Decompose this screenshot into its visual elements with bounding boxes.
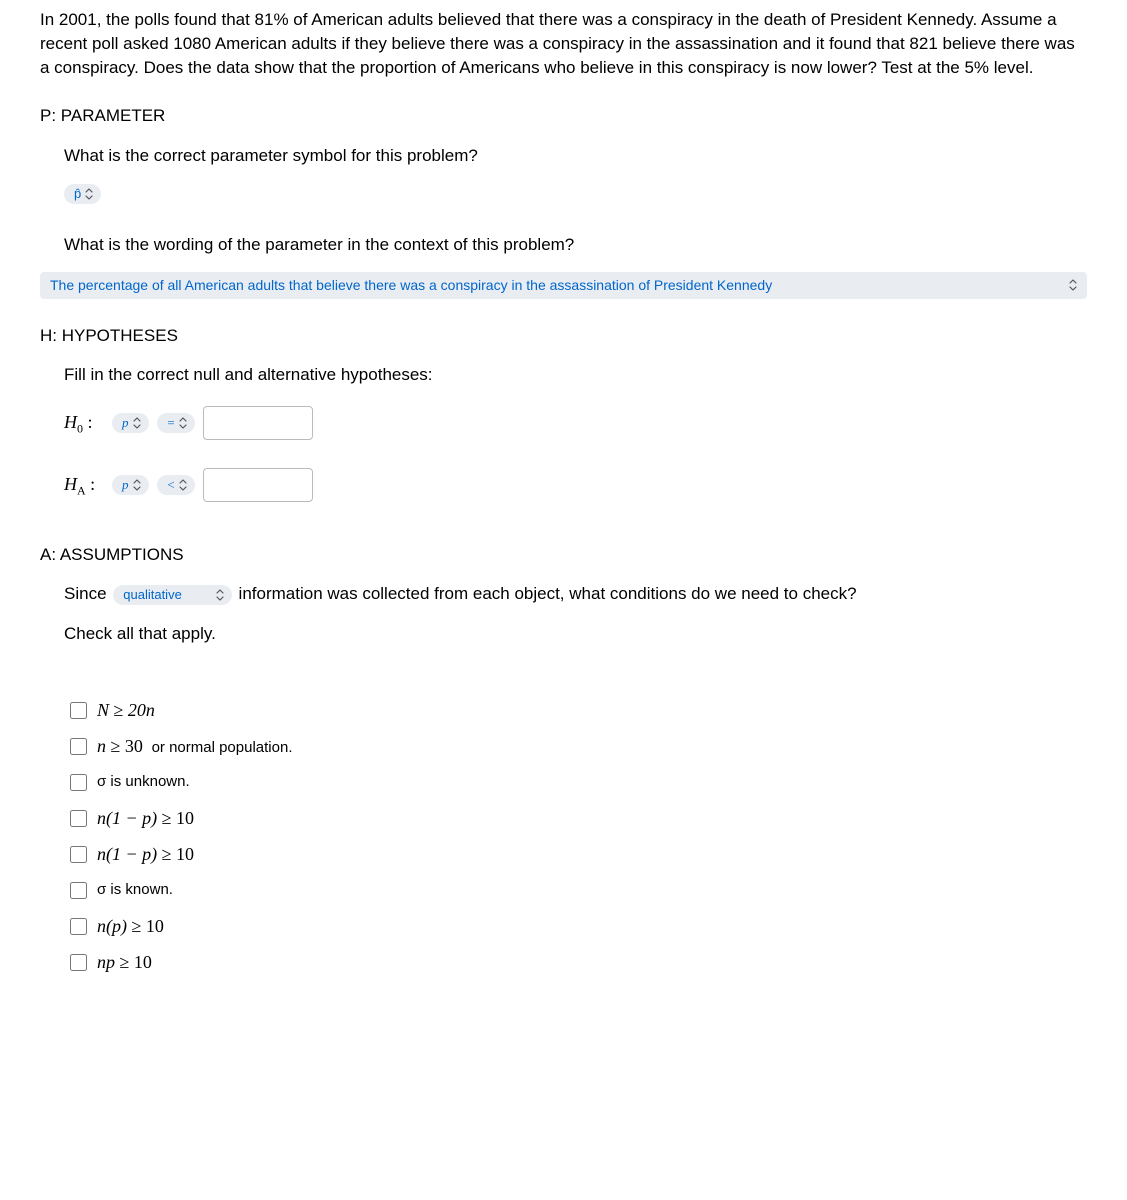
option-f-checkbox[interactable] bbox=[70, 882, 87, 899]
info-type-select[interactable]: qualitative bbox=[113, 585, 232, 605]
h0-operator-select[interactable]: = bbox=[157, 413, 196, 433]
parameter-wording-select[interactable]: The percentage of all American adults th… bbox=[40, 272, 1087, 299]
ha-param-value: p bbox=[122, 476, 129, 494]
option-f-label: σ is known. bbox=[97, 879, 173, 902]
assumptions-line: Since qualitative information was collec… bbox=[64, 581, 1087, 607]
ha-operator-value: < bbox=[167, 476, 176, 494]
option-b-checkbox[interactable] bbox=[70, 738, 87, 755]
chevron-updown-icon bbox=[179, 417, 187, 429]
ha-label: HA : bbox=[64, 471, 104, 500]
option-c-checkbox[interactable] bbox=[70, 774, 87, 791]
h0-value-input[interactable] bbox=[203, 406, 313, 440]
problem-statement: In 2001, the polls found that 81% of Ame… bbox=[40, 8, 1087, 79]
h0-label: H0 : bbox=[64, 409, 104, 438]
option-c-label: σ is unknown. bbox=[97, 771, 190, 794]
check-instruction: Check all that apply. bbox=[64, 621, 1087, 647]
h0-operator-value: = bbox=[167, 414, 176, 432]
chevron-updown-icon bbox=[179, 479, 187, 491]
info-type-value: qualitative bbox=[123, 586, 182, 604]
hypotheses-instruction: Fill in the correct null and alternative… bbox=[64, 362, 1087, 388]
parameter-q2: What is the wording of the parameter in … bbox=[64, 232, 1087, 258]
ha-operator-select[interactable]: < bbox=[157, 475, 196, 495]
section-hypotheses-heading: H: HYPOTHESES bbox=[40, 323, 1087, 349]
chevron-updown-icon bbox=[133, 479, 141, 491]
parameter-symbol-value: p̂ bbox=[74, 185, 81, 203]
option-h-label: np ≥ 10 bbox=[97, 949, 152, 976]
chevron-updown-icon bbox=[85, 188, 93, 200]
checklist-row: σ is unknown. bbox=[70, 768, 1087, 796]
option-e-label: n(1 − p) ≥ 10 bbox=[97, 841, 194, 868]
checklist-row: np ≥ 10 bbox=[70, 948, 1087, 976]
parameter-wording-value: The percentage of all American adults th… bbox=[50, 275, 772, 296]
h0-param-select[interactable]: p bbox=[112, 413, 149, 433]
assumptions-pre: Since bbox=[64, 584, 107, 603]
option-d-checkbox[interactable] bbox=[70, 810, 87, 827]
checklist-row: σ is known. bbox=[70, 876, 1087, 904]
ha-param-select[interactable]: p bbox=[112, 475, 149, 495]
option-e-checkbox[interactable] bbox=[70, 846, 87, 863]
checklist-row: n(p) ≥ 10 bbox=[70, 912, 1087, 940]
option-a-checkbox[interactable] bbox=[70, 702, 87, 719]
chevron-updown-icon bbox=[133, 417, 141, 429]
option-b-label: n ≥ 30 or normal population. bbox=[97, 733, 292, 760]
checklist-row: n(1 − p) ≥ 10 bbox=[70, 804, 1087, 832]
section-parameter-heading: P: PARAMETER bbox=[40, 103, 1087, 129]
checklist-row: N ≥ 20n bbox=[70, 696, 1087, 724]
ha-value-input[interactable] bbox=[203, 468, 313, 502]
checklist-row: n ≥ 30 or normal population. bbox=[70, 732, 1087, 760]
h0-param-value: p bbox=[122, 414, 129, 432]
chevron-updown-icon bbox=[216, 589, 224, 601]
parameter-q1: What is the correct parameter symbol for… bbox=[64, 143, 1087, 169]
option-g-checkbox[interactable] bbox=[70, 918, 87, 935]
option-h-checkbox[interactable] bbox=[70, 954, 87, 971]
alt-hypothesis-row: HA : p < bbox=[64, 468, 1087, 502]
assumption-checklist: N ≥ 20n n ≥ 30 or normal population. σ i… bbox=[70, 696, 1087, 976]
parameter-symbol-select[interactable]: p̂ bbox=[64, 184, 101, 204]
option-d-label: n(1 − p) ≥ 10 bbox=[97, 805, 194, 832]
null-hypothesis-row: H0 : p = bbox=[64, 406, 1087, 440]
chevron-updown-icon bbox=[1069, 277, 1077, 294]
option-g-label: n(p) ≥ 10 bbox=[97, 913, 164, 940]
section-assumptions-heading: A: ASSUMPTIONS bbox=[40, 542, 1087, 568]
checklist-row: n(1 − p) ≥ 10 bbox=[70, 840, 1087, 868]
assumptions-post: information was collected from each obje… bbox=[239, 584, 857, 603]
option-a-label: N ≥ 20n bbox=[97, 697, 155, 724]
